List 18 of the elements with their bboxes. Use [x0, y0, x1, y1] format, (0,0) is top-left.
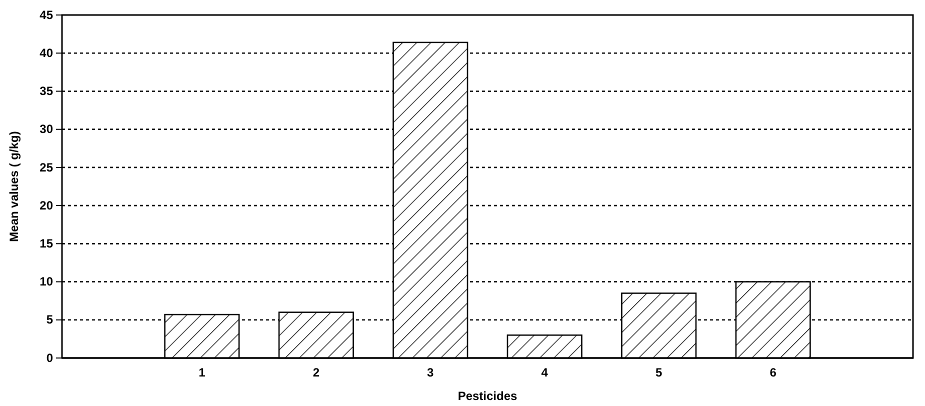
y-tick-label: 15 — [40, 236, 54, 251]
y-tick-label: 20 — [40, 198, 54, 212]
x-axis-title: Pesticides — [458, 389, 518, 403]
y-tick-label: 35 — [40, 84, 54, 98]
y-tick-label: 25 — [40, 160, 54, 174]
x-tick-label: 5 — [656, 366, 662, 380]
y-tick-label: 10 — [40, 274, 54, 289]
x-tick-label: 6 — [770, 366, 777, 380]
x-tick-label: 4 — [541, 366, 548, 380]
x-tick-label: 1 — [198, 366, 206, 380]
y-tick-label: 45 — [40, 8, 54, 22]
y-tick-label: 0 — [46, 350, 54, 365]
y-axis-title: Mean values ( g/kg) — [7, 131, 21, 242]
y-tick-label: 5 — [46, 312, 54, 327]
x-tick-label: 3 — [427, 366, 434, 380]
y-tick-label: 30 — [40, 122, 54, 136]
y-tick-label: 40 — [40, 46, 54, 60]
x-tick-label: 2 — [312, 366, 320, 380]
